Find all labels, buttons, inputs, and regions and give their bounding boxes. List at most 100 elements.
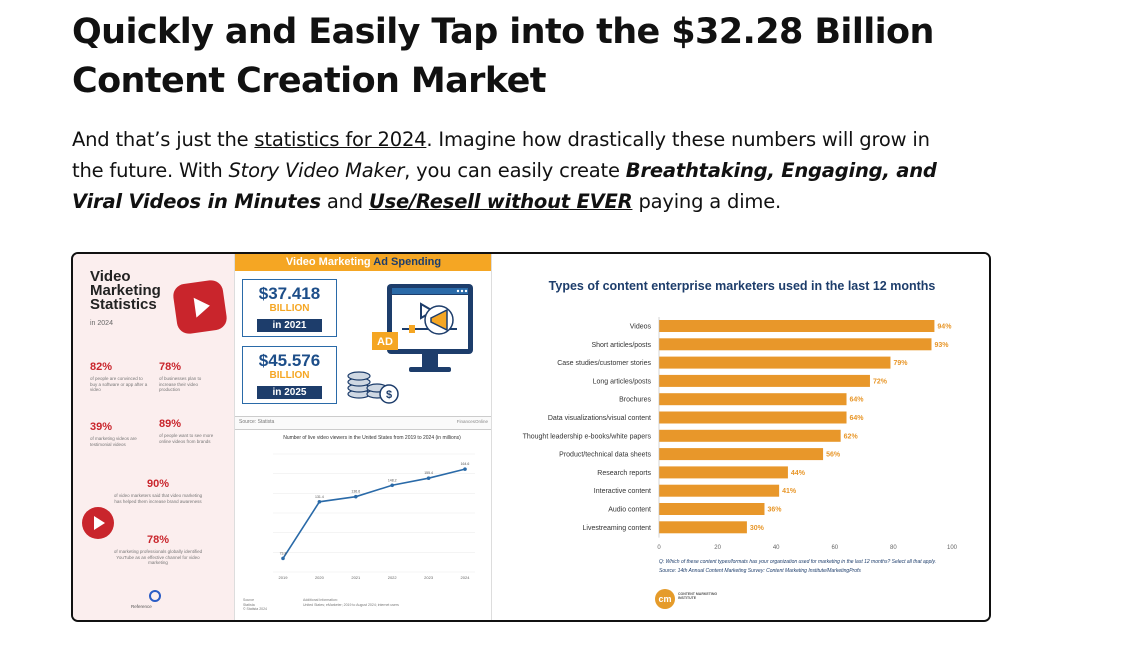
spend-year: in 2021 [257,319,322,332]
bar-category-label: Case studies/customer stories [557,360,651,367]
bar [659,466,788,479]
spend-amount: $37.418 [258,284,321,303]
chart-source: Source: 14th Annual Content Marketing Su… [659,568,861,574]
bar [659,374,870,387]
bar-category-label: Short articles/posts [591,342,651,349]
data-label: 155.4 [424,471,433,475]
stat-number: 90% [146,478,170,490]
data-point [281,556,285,561]
bar [659,320,935,332]
data-point [317,499,322,504]
cmi-logo-icon: cm [655,589,675,609]
data-label: 73.8 [280,551,287,555]
stat-item: 78% of marketing professionals globally i… [113,534,203,566]
bar-category-label: Research reports [597,470,651,477]
coins-icon: $ [347,371,399,404]
data-point [463,467,467,471]
ad-badge-label: AD [377,336,393,348]
bar-value-label: 44% [791,470,806,477]
cmi-logo-text: CONTENT MARKETING INSTITUTE [678,592,718,601]
bar [659,503,765,515]
bar-value-label: 94% [937,324,952,331]
x-tick-label: 100 [947,545,958,551]
data-label: 136.6 [351,490,360,494]
bar-category-label: Videos [630,324,652,331]
x-tick-label: 20 [714,545,721,551]
bar-value-label: 79% [893,360,908,367]
bar-category-label: Thought leadership e-books/white papers [523,433,652,440]
ad-spending-banner: Video Marketing Ad Spending [235,254,492,271]
stat-item: 82% of people are convinced to buy a soft… [90,361,150,393]
spend-year: in 2025 [257,386,322,399]
ad-spending-panel: Video Marketing Ad Spending $37.418 BILL… [234,254,492,620]
statistics-link[interactable]: statistics for 2024 [254,128,427,151]
stat-number: 78% [146,534,170,546]
bar-value-label: 62% [844,433,859,440]
stat-description: of people want to see more online videos… [159,433,214,444]
banner-text: Video Marketing [285,256,374,268]
bar-value-label: 64% [850,415,865,422]
infographic-title: Video Marketing Statistics [90,268,161,313]
lead-text-5: paying a dime. [632,190,782,213]
bar [659,429,841,442]
bar [659,521,747,534]
chart-source-note: Source Statista © Statista 2024 [243,598,267,611]
bar [659,356,891,369]
lead-text-1: And that’s just the [72,128,255,151]
page-headline: Quickly and Easily Tap into the $32.28 B… [72,8,972,106]
data-label: 148.2 [388,478,397,482]
lead-paragraph: And that’s just the statistics for 2024.… [72,124,952,217]
stat-item: 78% of businesses plan to increase their … [159,361,219,393]
content-types-panel: Types of content enterprise marketers us… [491,254,989,620]
x-tick-label: 2020 [315,575,325,580]
bar [659,448,824,461]
lead-text-3: , you can easily create [404,159,626,182]
x-tick-label: 40 [773,545,780,551]
headline-highlight: $32.28 Billion [671,12,934,52]
bar-value-label: 56% [826,452,841,459]
bar-value-label: 36% [767,507,782,514]
stat-number: 78% [159,361,182,373]
data-label: 164.6 [461,462,470,466]
source-label: Source: Statista [239,419,275,425]
stat-item: 39% of marketing videos are testimonial v… [90,421,150,447]
video-marketing-statistics-panel: Video Marketing Statistics in 2024 82% of… [73,254,234,620]
bar [659,484,780,497]
x-tick-label: 2023 [424,575,434,580]
stat-number: 82% [90,361,113,373]
bar-value-label: 93% [934,342,949,349]
headline-part1: Quickly and Easily Tap into the [72,12,672,52]
bar-value-label: 41% [782,488,797,495]
spend-box: $37.418 BILLION in 2021 [242,279,337,337]
stat-item: 89% of people want to see more online vid… [159,418,219,444]
x-tick-label: 2021 [351,575,361,580]
bar [659,393,847,406]
bar-category-label: Interactive content [594,488,651,495]
x-tick-label: 80 [890,545,897,551]
bar-category-label: Long articles/posts [593,378,652,385]
banner-highlight: Ad Spending [373,256,442,268]
survey-question: Q: Which of these content types/formats … [659,559,936,565]
stat-description: of businesses plan to increase their vid… [159,376,202,392]
ad-badge [372,332,398,350]
product-name: Story Video Maker [228,159,405,182]
megaphone-icon [424,305,454,335]
spend-unit: BILLION [269,370,310,381]
stat-description: of people are convinced to buy a softwar… [90,376,148,392]
data-point [354,494,358,499]
bar-category-label: Data visualizations/visual content [548,415,651,422]
bar [659,411,847,424]
data-point [426,476,431,480]
headline-part2: Content Creation Market [72,61,546,101]
content-types-bar-chart: Videos 94% Short articles/posts 93% Case stu… [523,317,958,551]
source-bar: Source: Statista FinancesOnline [235,416,492,430]
bar-category-label: Brochures [619,397,651,404]
stat-description: of video marketers said that video marke… [113,493,203,504]
bar-category-label: Product/technical data sheets [559,452,651,459]
video-ad-illustration: AD $ [347,284,473,404]
live-viewers-line-chart: 73.8 2019 131.4 2020 136.6 2021 148.2 2022 155.4… [273,453,475,580]
bar-category-label: Livestreaming content [583,525,652,532]
lead-text-4: and [320,190,369,213]
youtube-play-icon [82,507,114,539]
data-point [390,483,394,488]
